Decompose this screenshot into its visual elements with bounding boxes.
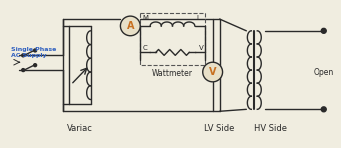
Text: HV Side: HV Side xyxy=(254,124,287,133)
Text: C: C xyxy=(142,45,147,50)
Circle shape xyxy=(22,69,25,71)
Text: V: V xyxy=(199,45,204,50)
Circle shape xyxy=(120,16,140,36)
Circle shape xyxy=(34,64,36,67)
Text: M: M xyxy=(142,15,148,21)
Text: LV Side: LV Side xyxy=(204,124,235,133)
Circle shape xyxy=(203,62,223,82)
Circle shape xyxy=(22,54,25,57)
Text: Wattmeter: Wattmeter xyxy=(152,69,193,78)
Circle shape xyxy=(34,49,36,52)
Text: A: A xyxy=(127,21,134,31)
Text: Variac: Variac xyxy=(67,124,93,133)
Text: Single Phase
AC Supply: Single Phase AC Supply xyxy=(11,47,57,58)
Circle shape xyxy=(321,28,326,33)
Circle shape xyxy=(321,107,326,112)
Text: V: V xyxy=(209,67,217,77)
Text: Open: Open xyxy=(314,67,334,77)
Text: L: L xyxy=(197,15,201,21)
